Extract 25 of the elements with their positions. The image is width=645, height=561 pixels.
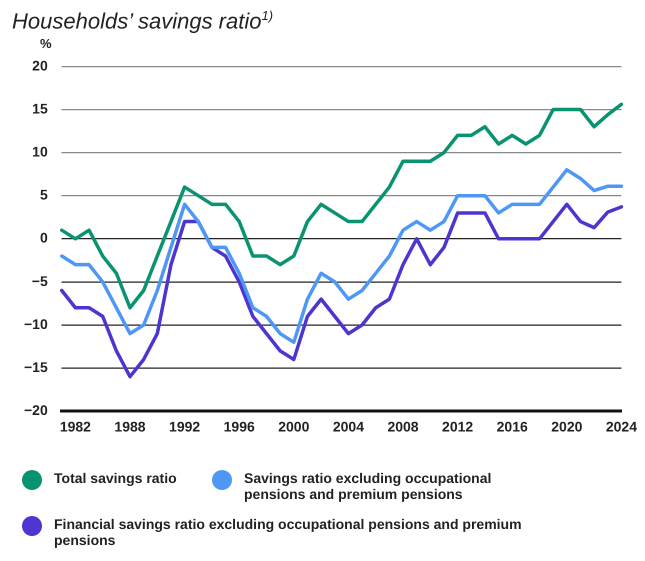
y-axis-title: % bbox=[40, 36, 52, 51]
x-tick-label: 2016 bbox=[496, 418, 528, 434]
y-tick-label: 0 bbox=[40, 230, 48, 246]
y-tick-label: 15 bbox=[32, 100, 48, 116]
y-tick-label: 20 bbox=[32, 57, 48, 74]
y-tick-label: −5 bbox=[32, 272, 48, 289]
x-tick-label: 1992 bbox=[169, 418, 200, 434]
y-tick-label: −15 bbox=[24, 358, 48, 375]
x-tick-label: 2004 bbox=[332, 418, 364, 434]
chart-title: Households’ savings ratio$^{1)}$ bbox=[12, 8, 274, 34]
x-tick-label: 1982 bbox=[60, 418, 92, 434]
x-tick-label: 2000 bbox=[278, 418, 310, 434]
x-tick-label: 1996 bbox=[224, 418, 255, 434]
x-tick-label: 2020 bbox=[551, 418, 583, 434]
y-tick-label: 5 bbox=[40, 186, 48, 203]
legend-label: Total savings ratio bbox=[54, 470, 177, 486]
x-tick-label: 1988 bbox=[114, 418, 146, 434]
y-tick-label: −10 bbox=[24, 316, 48, 332]
x-tick-label: 2012 bbox=[442, 418, 474, 434]
x-tick-label: 2024 bbox=[606, 418, 638, 434]
x-tick-label: 2008 bbox=[387, 418, 419, 434]
y-tick-label: 10 bbox=[32, 143, 48, 160]
legend-label: Financial savings ratio excluding occupational pensions and premium pensions bbox=[54, 516, 523, 548]
y-tick-label: −20 bbox=[24, 402, 48, 418]
legend-label: Savings ratio excluding occupational pensions and premium pensions bbox=[244, 470, 492, 502]
